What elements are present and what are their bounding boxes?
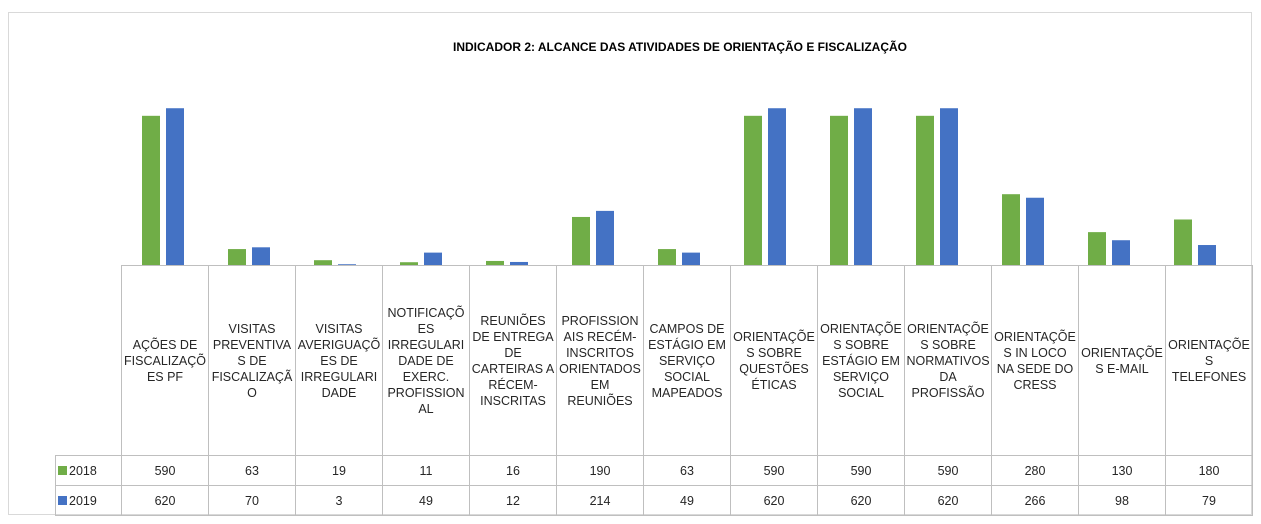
bar bbox=[682, 252, 700, 265]
value-cell: 620 bbox=[121, 485, 209, 516]
bar bbox=[596, 210, 614, 265]
value-cell: 590 bbox=[730, 455, 818, 486]
value-cell: 280 bbox=[991, 455, 1079, 486]
legend-label: 2019 bbox=[69, 493, 97, 508]
category-label: CAMPOS DE ESTÁGIO EM SERVIÇO SOCIAL MAPE… bbox=[643, 265, 731, 456]
bar bbox=[1002, 194, 1020, 265]
value-cell: 16 bbox=[469, 455, 557, 486]
value-cell: 19 bbox=[295, 455, 383, 486]
legend-entry: 2018 bbox=[55, 455, 122, 486]
bar bbox=[166, 108, 184, 265]
value-cell: 70 bbox=[208, 485, 296, 516]
value-cell: 180 bbox=[1165, 455, 1253, 486]
category-label: ORIENTAÇÕES SOBRE NORMATIVOS DA PROFISSÃ… bbox=[904, 265, 992, 456]
bar bbox=[854, 108, 872, 265]
category-label: ORIENTAÇÕES E-MAIL bbox=[1078, 265, 1166, 456]
value-cell: 590 bbox=[121, 455, 209, 486]
bar bbox=[228, 249, 246, 265]
value-cell: 49 bbox=[382, 485, 470, 516]
bar bbox=[1088, 232, 1106, 265]
value-cell: 79 bbox=[1165, 485, 1253, 516]
bar bbox=[338, 264, 356, 265]
series-row: 2018 590 63 19 11 16 190 63 590 590 590 280 130 180 bbox=[55, 455, 1253, 486]
bar bbox=[1198, 245, 1216, 265]
category-label: NOTIFICAÇÕES IRREGULARIDADE DE EXERC. PR… bbox=[382, 265, 470, 456]
bar bbox=[486, 260, 504, 265]
bar bbox=[744, 115, 762, 265]
value-cell: 590 bbox=[904, 455, 992, 486]
bar bbox=[1174, 219, 1192, 265]
legend-label: 2018 bbox=[69, 463, 97, 478]
chart-title: INDICADOR 2: ALCANCE DAS ATIVIDADES DE O… bbox=[453, 39, 907, 54]
bar bbox=[510, 261, 528, 265]
bar bbox=[572, 216, 590, 265]
value-cell: 620 bbox=[730, 485, 818, 516]
bar bbox=[252, 247, 270, 265]
category-label: ORIENTAÇÕES SOBRE QUESTÕES ÉTICAS bbox=[730, 265, 818, 456]
legend-key bbox=[58, 495, 67, 505]
category-label: AÇÕES DE FISCALIZAÇÕES PF bbox=[121, 265, 209, 456]
bar bbox=[916, 115, 934, 265]
bar bbox=[658, 249, 676, 265]
value-cell: 98 bbox=[1078, 485, 1166, 516]
category-label: ORIENTAÇÕES TELEFONES bbox=[1165, 265, 1253, 456]
category-label: ORIENTAÇÕES IN LOCO NA SEDE DO CRESS bbox=[991, 265, 1079, 456]
bar bbox=[830, 115, 848, 265]
bar bbox=[940, 108, 958, 265]
value-cell: 130 bbox=[1078, 455, 1166, 486]
value-cell: 620 bbox=[817, 485, 905, 516]
legend-key bbox=[58, 465, 67, 475]
value-cell: 590 bbox=[817, 455, 905, 486]
category-label: VISITAS AVERIGUAÇÕES DE IRREGULARIDADE bbox=[295, 265, 383, 456]
header-row: AÇÕES DE FISCALIZAÇÕES PF VISITAS PREVENT… bbox=[55, 265, 1253, 456]
value-cell: 3 bbox=[295, 485, 383, 516]
bar bbox=[400, 262, 418, 265]
category-label: ORIENTAÇÕES SOBRE ESTÁGIO EM SERVIÇO SOC… bbox=[817, 265, 905, 456]
corner bbox=[55, 265, 122, 456]
value-cell: 11 bbox=[382, 455, 470, 486]
bar bbox=[424, 252, 442, 265]
series-row: 2019 620 70 3 49 12 214 49 620 620 620 266 98 79 bbox=[55, 485, 1253, 516]
category-label: REUNIÕES DE ENTREGA DE CARTEIRAS A RÉCEM… bbox=[469, 265, 557, 456]
data-table: AÇÕES DE FISCALIZAÇÕES PF VISITAS PREVENT… bbox=[55, 265, 1253, 516]
category-label: VISITAS PREVENTIVAS DE FISCALIZAÇÃO bbox=[208, 265, 296, 456]
bar bbox=[768, 108, 786, 265]
value-cell: 190 bbox=[556, 455, 644, 486]
value-cell: 12 bbox=[469, 485, 557, 516]
value-cell: 63 bbox=[208, 455, 296, 486]
bar bbox=[1112, 240, 1130, 265]
bar bbox=[1026, 197, 1044, 265]
category-label: PROFISSIONAIS RECÉM-INSCRITOS ORIENTADOS… bbox=[556, 265, 644, 456]
bar bbox=[314, 260, 332, 265]
value-cell: 214 bbox=[556, 485, 644, 516]
value-cell: 63 bbox=[643, 455, 731, 486]
value-cell: 266 bbox=[991, 485, 1079, 516]
value-cell: 49 bbox=[643, 485, 731, 516]
value-cell: 620 bbox=[904, 485, 992, 516]
bar bbox=[142, 115, 160, 265]
legend-entry: 2019 bbox=[55, 485, 122, 516]
